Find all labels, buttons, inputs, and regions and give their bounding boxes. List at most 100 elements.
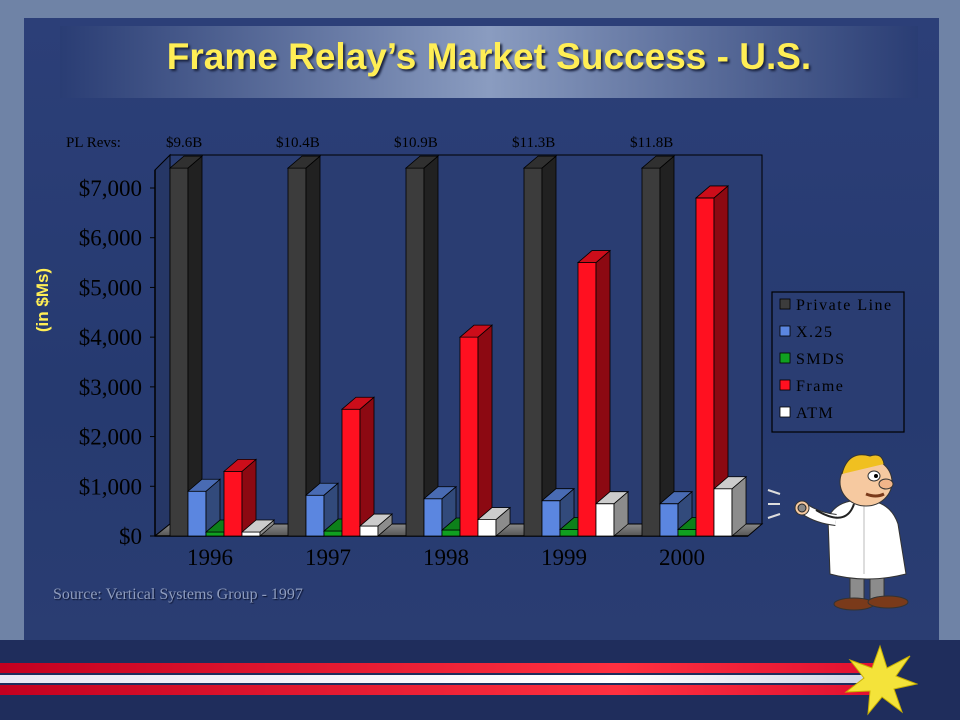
y-tick-label: $1,000 (79, 474, 142, 499)
bar-top (522, 155, 558, 169)
y-tick-label: $4,000 (79, 325, 142, 350)
bar-top (168, 155, 204, 169)
bar-top (640, 155, 676, 169)
bar-top (304, 482, 340, 496)
legend-label: X.25 (796, 324, 834, 341)
pl-revs-prefix: PL Revs: (66, 135, 121, 151)
x-tick-label: 1997 (305, 545, 351, 570)
bar-atm-1997 (358, 513, 394, 537)
y-axis-label: (in $Ms) (33, 268, 52, 332)
stripe-red-bottom (0, 685, 880, 695)
y-tick-label: $5,000 (79, 275, 142, 300)
stripe-red-top (0, 663, 880, 673)
pl-revs-value: $10.4B (276, 135, 320, 151)
legend-label: ATM (796, 405, 834, 422)
legend-swatch (779, 298, 791, 310)
bar-x-25-1996 (186, 478, 222, 537)
bar-atm-1998 (476, 506, 512, 537)
bar-top (240, 519, 276, 533)
bar-front (677, 529, 697, 537)
x-tick-label: 2000 (659, 545, 705, 570)
bar-side (477, 324, 493, 537)
bar-top (286, 155, 322, 169)
legend-swatch (779, 325, 791, 337)
x-tick-label: 1998 (423, 545, 469, 570)
legend-label: Private Line (796, 297, 893, 314)
bar-private-line-2000 (640, 155, 676, 537)
bar-front (287, 167, 307, 537)
pl-revs-value: $10.9B (394, 135, 438, 151)
bar-atm-1999 (594, 490, 630, 537)
bar-top (576, 250, 612, 263)
bar-side (423, 155, 439, 537)
legend-label: SMDS (796, 351, 846, 368)
bar-top (186, 478, 222, 492)
bar-top (222, 458, 258, 472)
bar-private-line-1997 (286, 155, 322, 537)
bar-front (423, 498, 443, 537)
legend-swatch (779, 379, 791, 391)
bar-top (694, 185, 730, 199)
bar-front (713, 488, 733, 537)
legend-swatch (779, 406, 791, 418)
bar-side (541, 155, 557, 537)
bar-front (187, 490, 207, 537)
starburst-icon (844, 644, 918, 716)
bar-front (595, 503, 615, 537)
bar-front (305, 494, 325, 537)
y-tick-label: $3,000 (79, 375, 142, 400)
bar-side (305, 155, 321, 537)
bar-front (641, 167, 661, 537)
bars-group (168, 155, 748, 537)
bar-side (359, 396, 375, 537)
legend: Private Line X.25 SMDS Frame ATM (771, 291, 905, 433)
bar-top (422, 486, 458, 500)
y-tick-label: $0 (119, 524, 142, 549)
bar-front (695, 197, 715, 537)
bar-top (658, 491, 694, 505)
x-tick-group: 1996 1997 1998 1999 2000 (187, 545, 705, 570)
bar-front (359, 525, 379, 537)
bar-front (341, 408, 361, 537)
bar-front (405, 167, 425, 537)
legend-swatch (779, 352, 791, 364)
bar-front (541, 500, 561, 537)
bar-frame-1999 (576, 249, 612, 537)
bar-top (458, 324, 494, 338)
bar-side (187, 155, 203, 537)
bar-front (459, 336, 479, 537)
bar-front (323, 530, 343, 537)
bar-chart: $0 $1,000 $2,000 $3,000 $4,000 $5,000 $6,000 $7… (33, 135, 905, 570)
slide-title: Frame Relay’s Market Success - U.S. (166, 36, 812, 77)
bar-front (169, 167, 189, 537)
bar-top (358, 513, 394, 527)
doctor-cartoon-icon (767, 454, 909, 611)
bar-front (241, 531, 261, 537)
pl-revs-value: $11.8B (630, 135, 673, 151)
bar-side (659, 155, 675, 537)
bar-x-25-1997 (304, 482, 340, 537)
bar-top (476, 507, 512, 520)
y-tick-label: $2,000 (79, 425, 142, 450)
bar-frame-1998 (458, 324, 494, 537)
bar-frame-2000 (694, 185, 730, 537)
bar-front (659, 503, 679, 537)
legend-box (771, 291, 905, 433)
bar-front (205, 531, 225, 537)
bar-x-25-2000 (658, 490, 694, 537)
pl-revs-group: PL Revs: $9.6B $10.4B $10.9B $11.3B $11.8B (66, 135, 673, 151)
title-band (60, 26, 918, 98)
y-tick-label: $7,000 (79, 176, 142, 201)
bar-private-line-1998 (404, 155, 440, 537)
bar-private-line-1999 (522, 155, 558, 537)
source-note: Source: Vertical Systems Group - 1997 (53, 586, 303, 603)
bar-front (577, 262, 597, 537)
stripe-white (0, 675, 880, 683)
y-tick-label: $6,000 (79, 226, 142, 251)
bar-front (559, 529, 579, 537)
bar-private-line-1996 (168, 155, 204, 537)
bar-atm-2000 (712, 475, 748, 537)
bar-front (441, 529, 461, 537)
bar-front (523, 167, 543, 537)
